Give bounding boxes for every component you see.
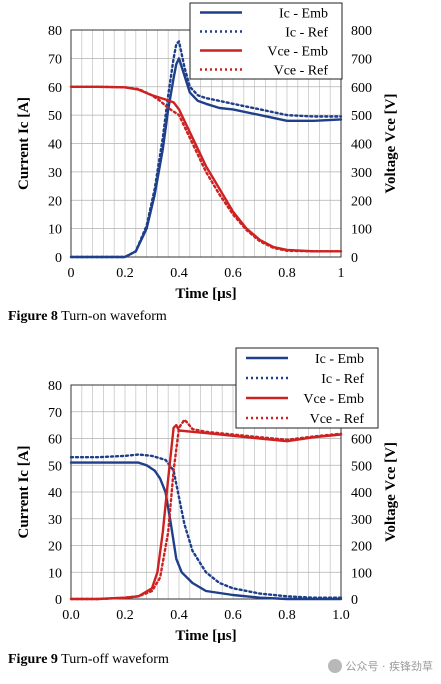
chart2-y2tick-label: 500	[351, 459, 372, 474]
chart2-ytick-label: 70	[48, 406, 62, 421]
chart1-legend-label: Ic - Ref	[285, 26, 328, 41]
chart1-xtick-label: 0.6	[224, 266, 242, 281]
chart2-series-line-ic-ref	[69, 453, 343, 599]
chart1-ytick-label: 80	[48, 24, 62, 39]
chart2-plot-frame	[70, 384, 342, 600]
chart1-ytick-label: 40	[48, 138, 62, 153]
chart2-y2tick-label: 400	[351, 486, 372, 501]
watermark: 公众号 · 疾锋劲草	[327, 658, 434, 674]
chart1-ytick-label: 10	[48, 223, 62, 238]
chart2-xtick-label: 0.4	[170, 608, 188, 623]
chart2-legend-box	[235, 347, 379, 429]
chart2-y2tick-label: 200	[351, 540, 372, 555]
chart1-y2tick-label: 500	[351, 109, 372, 124]
figure-9-caption-text: Turn-off waveform	[61, 652, 169, 667]
watermark-text: 公众号 · 疾锋劲草	[345, 660, 434, 673]
chart1-y2tick-label: 600	[351, 81, 372, 96]
chart1-y2-axis-title: Voltage Vce [V]	[383, 94, 399, 194]
chart1-xtick-label: 0.4	[170, 266, 188, 281]
chart2-ytick-label: 10	[48, 566, 62, 581]
chart1-series-line-ic-ref	[69, 40, 343, 259]
chart1-legend-box	[189, 2, 343, 80]
chart1-y2tick-label: 100	[351, 223, 372, 238]
chart2-y2tick-label: 300	[351, 513, 372, 528]
chart2-xtick-label: 0.8	[278, 608, 296, 623]
chart2-legend-label: Vce - Emb	[303, 392, 364, 407]
chart2-legend-label: Vce - Ref	[310, 412, 365, 427]
chart1-legend-label: Vce - Emb	[267, 45, 328, 60]
chart2-xtick-label: 1.0	[332, 608, 350, 623]
chart1-y2tick-label: 400	[351, 138, 372, 153]
chart1-xtick-label: 0	[68, 266, 75, 281]
chart2-ytick-label: 50	[48, 459, 62, 474]
chart2-xtick-label: 0.0	[62, 608, 80, 623]
chart2-y2tick-label: 0	[351, 593, 358, 608]
chart2-xtick-label: 0.2	[116, 608, 134, 623]
chart1-y2tick-label: 0	[351, 251, 358, 266]
figure-8-caption-text: Turn-on waveform	[61, 309, 167, 324]
chart1-legend-label: Ic - Emb	[279, 7, 328, 22]
chart2-ytick-label: 40	[48, 486, 62, 501]
chart2-ytick-label: 20	[48, 540, 62, 555]
chart1-series-line-vce-ref	[69, 85, 343, 253]
chart1-ytick-label: 0	[55, 251, 62, 266]
chart1-ytick-label: 50	[48, 109, 62, 124]
chart2-y2-axis-title: Voltage Vce [V]	[383, 442, 399, 542]
chart2-x-axis-title: Time [µs]	[175, 628, 236, 644]
chart2-ytick-label: 60	[48, 433, 62, 448]
chart2-y2tick-label: 100	[351, 566, 372, 581]
chart1-legend-label: Vce - Ref	[274, 64, 329, 79]
chart1-xtick-label: 0.8	[278, 266, 296, 281]
chart1-xtick-label: 1	[338, 266, 345, 281]
chart2-legend-label: Ic - Emb	[315, 352, 364, 367]
figure-8-label: Figure 8	[8, 309, 58, 324]
chart2-ytick-label: 80	[48, 379, 62, 394]
figure-9-label: Figure 9	[8, 652, 58, 667]
chart1-y2tick-label: 200	[351, 194, 372, 209]
chart2-series-line-vce-ref	[69, 418, 343, 601]
chart2-xtick-label: 0.6	[224, 608, 242, 623]
chart1-y2tick-label: 700	[351, 52, 372, 67]
chart2-ytick-label: 0	[55, 593, 62, 608]
wechat-icon	[327, 659, 342, 673]
chart2-ytick-label: 30	[48, 513, 62, 528]
chart1-y2tick-label: 800	[351, 24, 372, 39]
chart1-x-axis-title: Time [µs]	[175, 286, 236, 302]
chart1-ytick-label: 70	[48, 52, 62, 67]
chart1-y-axis-title: Current Ic [A]	[16, 97, 32, 190]
chart2-series-line-ic-emb	[69, 461, 343, 601]
chart2-legend-label: Ic - Ref	[321, 372, 364, 387]
figure-9-caption: Figure 9 Turn-off waveform	[8, 652, 169, 668]
figure-8-caption: Figure 8 Turn-on waveform	[8, 309, 167, 325]
chart1-xtick-label: 0.2	[116, 266, 134, 281]
chart1-ytick-label: 20	[48, 194, 62, 209]
chart1-ytick-label: 30	[48, 166, 62, 181]
chart1-ytick-label: 60	[48, 81, 62, 96]
chart1-y2tick-label: 300	[351, 166, 372, 181]
chart2-y-axis-title: Current Ic [A]	[16, 445, 32, 538]
chart2-y2tick-label: 600	[351, 433, 372, 448]
